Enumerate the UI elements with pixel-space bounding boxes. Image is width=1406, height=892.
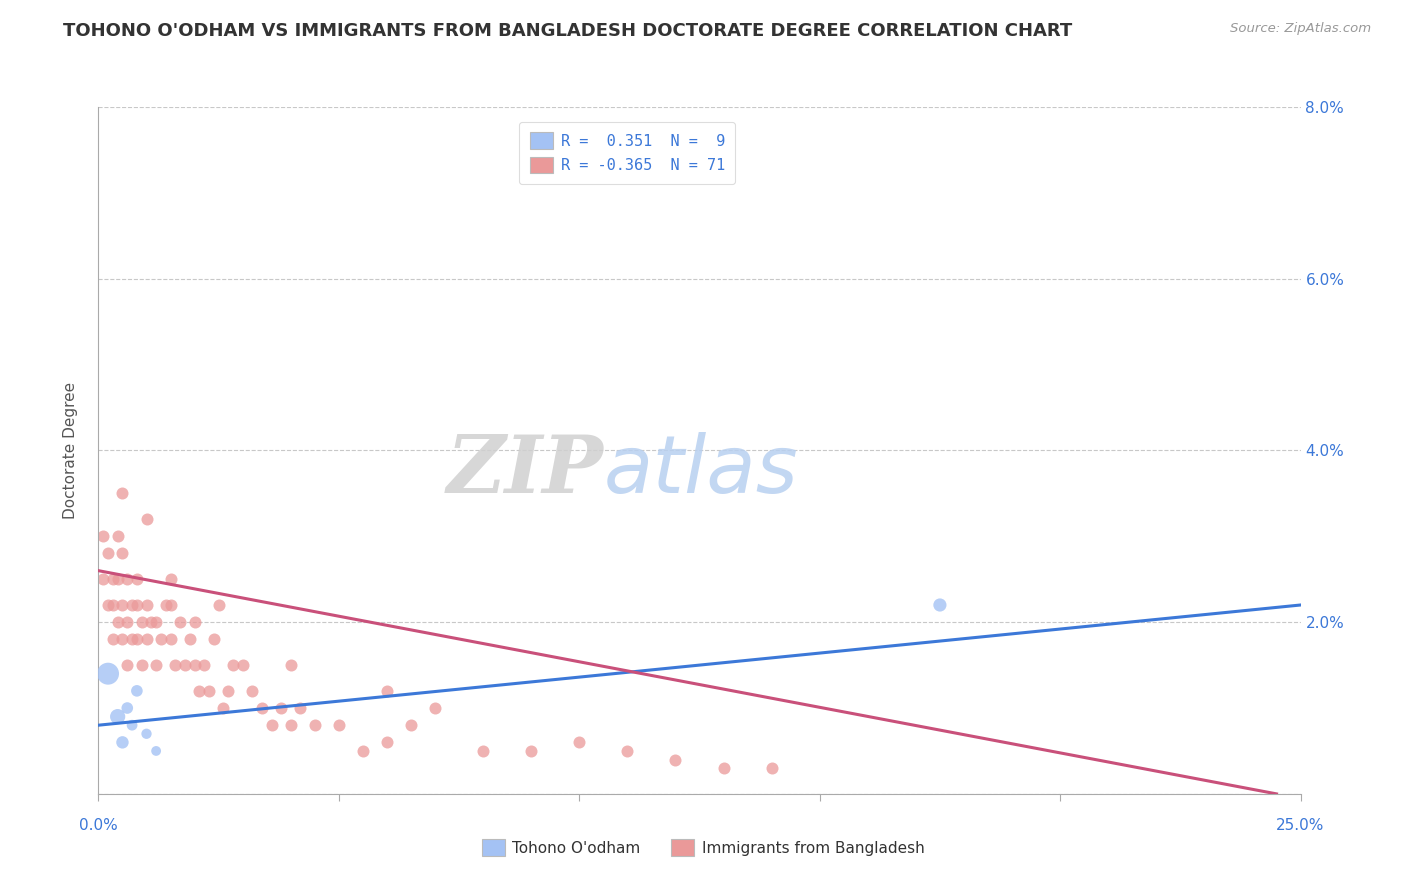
Point xyxy=(568,735,591,749)
Y-axis label: Doctorate Degree: Doctorate Degree xyxy=(63,382,77,519)
Point xyxy=(97,546,120,561)
Point xyxy=(121,598,143,612)
Point xyxy=(472,744,495,758)
Point xyxy=(91,572,114,586)
Point xyxy=(135,598,157,612)
Point xyxy=(101,572,124,586)
Point xyxy=(135,632,157,647)
Point xyxy=(222,658,245,673)
Point xyxy=(212,701,235,715)
Point xyxy=(97,666,120,681)
Point xyxy=(145,615,167,630)
Point xyxy=(145,658,167,673)
Point xyxy=(217,683,239,698)
Point xyxy=(125,598,148,612)
Point xyxy=(616,744,638,758)
Text: Source: ZipAtlas.com: Source: ZipAtlas.com xyxy=(1230,22,1371,36)
Point xyxy=(125,572,148,586)
Point xyxy=(183,615,205,630)
Point xyxy=(131,615,153,630)
Point xyxy=(159,572,181,586)
Point xyxy=(117,572,139,586)
Point xyxy=(101,598,124,612)
Point xyxy=(117,658,139,673)
Point xyxy=(101,632,124,647)
Point xyxy=(111,735,134,749)
Point xyxy=(761,761,783,775)
Point xyxy=(165,658,187,673)
Point xyxy=(232,658,254,673)
Point xyxy=(328,718,350,732)
Point xyxy=(183,658,205,673)
Point xyxy=(121,632,143,647)
Point xyxy=(179,632,201,647)
Legend: Tohono O'odham, Immigrants from Bangladesh: Tohono O'odham, Immigrants from Banglade… xyxy=(475,833,931,862)
Point xyxy=(131,658,153,673)
Point xyxy=(423,701,446,715)
Point xyxy=(664,753,686,767)
Point xyxy=(97,598,120,612)
Point xyxy=(125,683,148,698)
Point xyxy=(280,718,302,732)
Point xyxy=(375,683,398,698)
Point xyxy=(713,761,735,775)
Text: ZIP: ZIP xyxy=(447,433,603,510)
Point xyxy=(208,598,231,612)
Point xyxy=(135,727,157,741)
Point xyxy=(159,598,181,612)
Point xyxy=(107,529,129,543)
Point xyxy=(141,615,163,630)
Point xyxy=(111,546,134,561)
Point xyxy=(260,718,283,732)
Text: TOHONO O'ODHAM VS IMMIGRANTS FROM BANGLADESH DOCTORATE DEGREE CORRELATION CHART: TOHONO O'ODHAM VS IMMIGRANTS FROM BANGLA… xyxy=(63,22,1073,40)
Text: 25.0%: 25.0% xyxy=(1277,818,1324,832)
Point xyxy=(188,683,211,698)
Point xyxy=(193,658,215,673)
Point xyxy=(280,658,302,673)
Point xyxy=(250,701,273,715)
Point xyxy=(352,744,374,758)
Point xyxy=(111,632,134,647)
Text: 0.0%: 0.0% xyxy=(79,818,118,832)
Point xyxy=(135,512,157,526)
Point xyxy=(270,701,292,715)
Point xyxy=(520,744,543,758)
Point xyxy=(125,632,148,647)
Point xyxy=(304,718,326,732)
Point xyxy=(169,615,191,630)
Point xyxy=(399,718,422,732)
Point xyxy=(174,658,197,673)
Point xyxy=(290,701,312,715)
Point xyxy=(159,632,181,647)
Point xyxy=(117,701,139,715)
Point xyxy=(107,572,129,586)
Point xyxy=(145,744,167,758)
Point xyxy=(107,709,129,723)
Text: atlas: atlas xyxy=(603,432,799,510)
Point xyxy=(149,632,172,647)
Point xyxy=(117,615,139,630)
Point xyxy=(198,683,221,698)
Point xyxy=(107,615,129,630)
Point xyxy=(375,735,398,749)
Point xyxy=(240,683,263,698)
Point xyxy=(91,529,114,543)
Point xyxy=(155,598,177,612)
Point xyxy=(111,598,134,612)
Point xyxy=(121,718,143,732)
Point xyxy=(111,486,134,500)
Point xyxy=(928,598,950,612)
Legend: R =  0.351  N =  9, R = -0.365  N = 71: R = 0.351 N = 9, R = -0.365 N = 71 xyxy=(519,121,735,184)
Point xyxy=(202,632,225,647)
